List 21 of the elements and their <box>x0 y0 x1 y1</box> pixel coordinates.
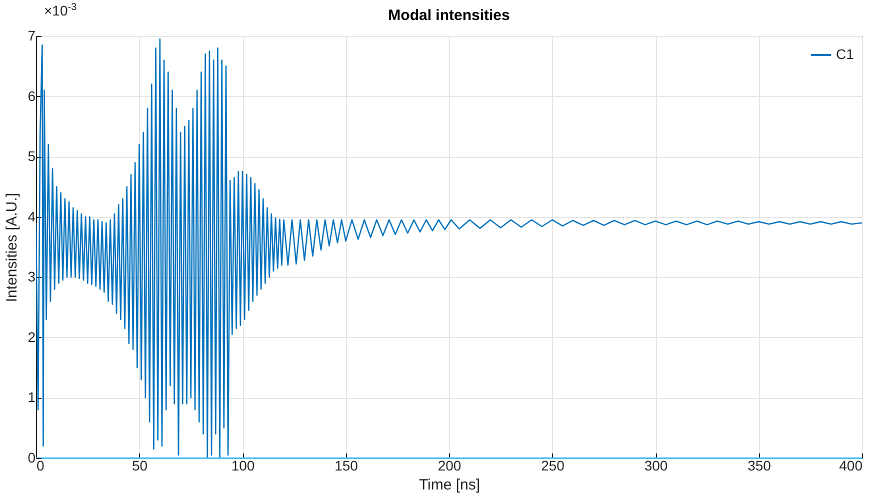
text: ×10$^{-3}$ <box>44 2 77 19</box>
line-series <box>36 38 862 458</box>
y-tick-label: 2 <box>28 328 36 345</box>
x-tick-label: 150 <box>334 458 358 474</box>
x-tick-label: 50 <box>132 458 148 474</box>
y-tick-label: 3 <box>28 268 36 285</box>
y-tick-label: 1 <box>28 389 36 406</box>
x-tick-label: 250 <box>541 458 565 474</box>
y-axis-title: Intensities [A.U.] <box>4 192 21 302</box>
y-tick-label: 4 <box>28 208 36 224</box>
x-tick-label: 100 <box>231 458 255 474</box>
y-tick-label: 6 <box>28 88 36 104</box>
x-tick-label: 300 <box>644 458 668 474</box>
x-tick-label: 200 <box>438 458 462 474</box>
y-tick-label: 7 <box>28 28 36 44</box>
x-tick-label: 400 <box>839 458 863 474</box>
legend-label: C1 <box>836 46 854 62</box>
x-axis-title: Time [ns] <box>418 476 480 494</box>
y-tick-label: 5 <box>28 148 36 164</box>
x-tick-label: 350 <box>748 458 772 474</box>
chart-title: Modal intensities <box>388 7 510 24</box>
